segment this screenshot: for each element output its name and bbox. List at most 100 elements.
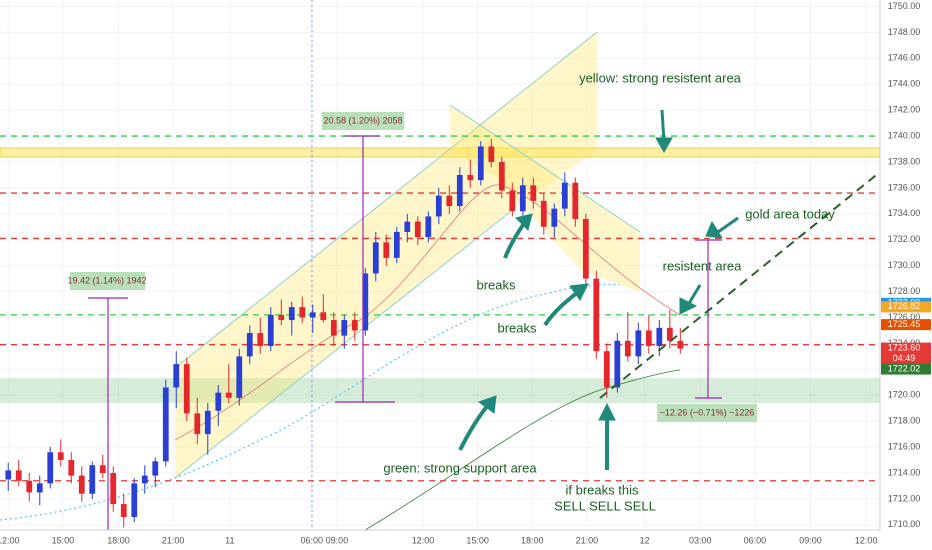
candle-body xyxy=(68,460,75,476)
candle-body xyxy=(393,231,400,258)
candle-body xyxy=(488,146,495,162)
ma-line xyxy=(0,283,621,521)
annotation: if breaks this xyxy=(566,482,639,497)
candle-body xyxy=(141,475,148,484)
candle-body xyxy=(509,190,516,212)
candle-body xyxy=(456,174,463,207)
price-label: 1723.60 xyxy=(888,342,921,352)
x-tick-label: 03:00 xyxy=(689,535,712,545)
candle-body xyxy=(530,185,537,201)
candle-body xyxy=(173,364,180,388)
x-tick-label: 12:00 xyxy=(412,535,435,545)
candle-body xyxy=(236,356,243,398)
candle-body xyxy=(372,242,379,274)
y-tick-label: 1746.00 xyxy=(888,53,921,63)
measure-tools xyxy=(88,135,722,530)
x-tick-label: 06:00 xyxy=(300,535,323,545)
candle-body xyxy=(341,320,348,336)
candle-body xyxy=(299,307,306,318)
candle-body xyxy=(677,340,684,349)
candle-body xyxy=(477,146,484,181)
candle-body xyxy=(635,330,642,357)
candle-body xyxy=(645,330,652,346)
y-tick-label: 1716.00 xyxy=(888,441,921,451)
price-axis xyxy=(880,0,932,550)
annotation: SELL SELL SELL xyxy=(554,498,656,513)
candle-body xyxy=(5,470,12,480)
candle-body xyxy=(624,340,631,357)
candle-body xyxy=(593,278,600,352)
candle-body xyxy=(278,314,285,321)
countdown: 04:49 xyxy=(893,353,916,363)
candle-body xyxy=(330,320,337,336)
candle-body xyxy=(204,410,211,435)
candle-body xyxy=(614,340,621,388)
candle-body xyxy=(383,242,390,258)
measure-label: 20.58 (1.20%) 2058 xyxy=(323,115,402,125)
candle-body xyxy=(89,465,96,494)
y-tick-label: 1748.00 xyxy=(888,27,921,37)
x-tick-label: 15:00 xyxy=(466,535,489,545)
candle-body xyxy=(26,480,33,493)
annotation: resistent area xyxy=(663,258,743,273)
x-tick-label: 15:00 xyxy=(52,535,75,545)
candle-body xyxy=(561,182,568,209)
price-label: 1726.82 xyxy=(888,301,921,311)
candle-body xyxy=(246,333,253,357)
candle-body xyxy=(540,200,547,227)
candle-body xyxy=(498,161,505,191)
candle-body xyxy=(414,221,421,238)
candle-body xyxy=(78,475,85,494)
candle-body xyxy=(467,174,474,181)
annotations: yellow: strong resistent area gold area t… xyxy=(383,70,835,513)
candle-body xyxy=(183,364,190,414)
price-label-box xyxy=(881,301,931,313)
x-tick-label: 11 xyxy=(225,535,234,545)
measure-box xyxy=(70,272,145,290)
candle-body xyxy=(656,327,663,346)
candle-body xyxy=(110,472,117,505)
candle-body xyxy=(288,307,295,321)
candle-body xyxy=(320,312,327,321)
y-tick-label: 1734.00 xyxy=(888,208,921,218)
measure-label: −12.26 (−0.71%) −1226 xyxy=(660,407,755,417)
candle-body xyxy=(99,465,106,473)
y-tick-label: 1730.00 xyxy=(888,260,921,270)
y-tick-label: 1740.00 xyxy=(888,130,921,140)
price-label-box xyxy=(881,319,931,331)
y-tick-label: 1714.00 xyxy=(888,467,921,477)
ma-line xyxy=(364,369,681,531)
candle-body xyxy=(47,452,54,484)
candle-body xyxy=(215,392,222,411)
y-tick-label: 1750.00 xyxy=(888,1,921,11)
x-tick-label: 06:00 xyxy=(744,535,767,545)
y-tick-label: 1710.00 xyxy=(888,519,921,529)
candle-body xyxy=(257,333,264,346)
candle-body xyxy=(225,392,232,398)
channel-line xyxy=(449,104,641,233)
price-label: 1722.02 xyxy=(888,363,921,373)
candle-body xyxy=(519,185,526,212)
candle-body xyxy=(446,195,453,207)
y-tick-label: 1720.00 xyxy=(888,390,921,400)
y-tick-label: 1732.00 xyxy=(888,234,921,244)
y-tick-label: 1726.00 xyxy=(888,312,921,322)
resistance-band xyxy=(0,147,881,158)
y-tick-label: 1718.00 xyxy=(888,416,921,426)
arrows xyxy=(458,109,739,470)
candle-body xyxy=(582,218,589,279)
x-tick-label: 18:00 xyxy=(521,535,544,545)
candle-body xyxy=(162,387,169,462)
candle-body xyxy=(267,314,274,346)
price-label-box xyxy=(881,363,931,375)
y-tick-label: 1744.00 xyxy=(888,79,921,89)
measure-box xyxy=(322,112,404,130)
candle-body xyxy=(435,195,442,217)
candle-body xyxy=(36,483,43,493)
x-tick-label: 12:00 xyxy=(0,535,20,545)
annotation: breaks xyxy=(476,277,516,292)
y-tick-label: 1738.00 xyxy=(888,156,921,166)
y-tick-label: 1742.00 xyxy=(888,105,921,115)
